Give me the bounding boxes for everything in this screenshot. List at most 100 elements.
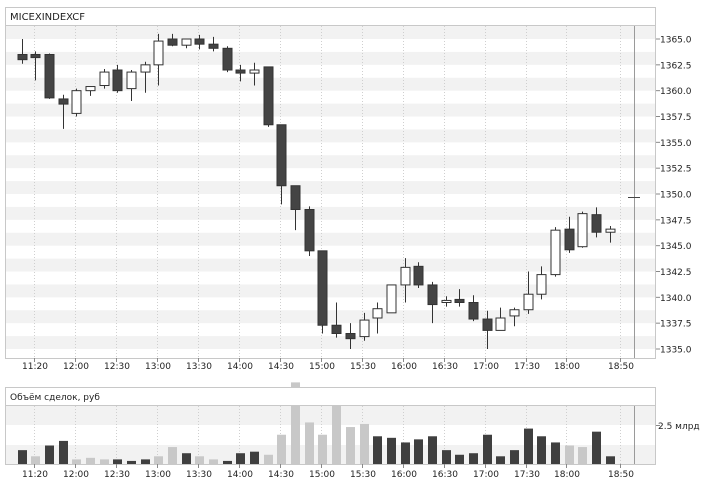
volume-bar	[18, 450, 27, 464]
candle-body-up	[99, 71, 110, 86]
candle-body-down	[290, 185, 301, 211]
candle	[194, 34, 205, 50]
candle	[564, 216, 575, 253]
time-tick-label: 11:20	[22, 362, 48, 372]
candle	[304, 206, 315, 256]
candle-body-up	[359, 319, 370, 338]
volume-chart-title: Объём сделок, руб	[10, 393, 100, 403]
candle	[427, 281, 438, 324]
time-tick-label: 16:00	[391, 362, 417, 372]
candle-body-down	[454, 298, 465, 303]
time-tick-label: 17:30	[514, 362, 540, 372]
volume-bar	[264, 454, 273, 464]
candle-body-up	[605, 228, 616, 233]
volume-bar	[250, 451, 259, 464]
candle-body-down	[331, 324, 342, 335]
volume-bar	[305, 422, 314, 464]
candle	[523, 271, 534, 314]
price-tick-label: 1337.5	[660, 320, 692, 330]
candle-body-down	[276, 124, 287, 187]
candle-body-down	[222, 47, 233, 71]
volume-time-tick-label: 14:00	[227, 470, 253, 480]
volume-bar	[606, 456, 615, 464]
candle	[44, 53, 55, 99]
volume-bar	[373, 436, 382, 464]
candle-body-up	[509, 309, 520, 317]
time-tick-label: 18:00	[554, 362, 580, 372]
candle-body-up	[400, 266, 411, 286]
volume-bar	[182, 453, 191, 464]
volume-bar	[127, 460, 136, 464]
volume-bar	[209, 459, 218, 464]
candle	[550, 227, 561, 277]
price-tick-label: 1335.0	[660, 346, 692, 356]
candle	[591, 207, 602, 238]
volume-time-tick-label: 11:20	[22, 470, 48, 480]
candle-body-up	[372, 308, 383, 319]
price-tick-label: 1350.0	[660, 191, 692, 201]
candle	[605, 226, 616, 243]
volume-bar	[113, 459, 122, 464]
price-band	[6, 258, 655, 272]
main-panel-background	[6, 26, 655, 358]
price-band	[6, 232, 655, 246]
price-tick-label: 1340.0	[660, 294, 692, 304]
candle-body-up	[550, 229, 561, 276]
candle	[17, 39, 28, 64]
candle	[536, 266, 547, 300]
candle-body-down	[304, 209, 315, 252]
candle	[181, 38, 192, 49]
volume-bar	[483, 434, 492, 464]
price-tick-label: 1342.5	[660, 268, 692, 278]
volume-bar	[496, 456, 505, 464]
main-title-bar	[5, 7, 656, 26]
price-band	[6, 129, 655, 143]
candle-body-down	[468, 302, 479, 320]
candle-body-down	[413, 265, 424, 286]
volume-time-axis: 11:20 12:00 12:30 13:00 13:30 14:00 14:30 15:00…	[22, 464, 634, 480]
volume-bar	[291, 382, 300, 464]
volume-time-tick-label: 18:00	[554, 470, 580, 480]
candle	[454, 289, 465, 307]
time-tick-label: 16:30	[432, 362, 458, 372]
candlestick-series	[17, 33, 616, 349]
price-band	[6, 206, 655, 220]
candle-body-down	[564, 228, 575, 251]
price-tick-label: 1355.0	[660, 139, 692, 149]
volume-time-tick-label: 12:00	[63, 470, 89, 480]
time-tick-label: 15:00	[309, 362, 335, 372]
candle	[482, 310, 493, 349]
price-band	[6, 103, 655, 117]
price-tick-label: 1345.0	[660, 242, 692, 252]
volume-bar	[524, 428, 533, 464]
volume-bar	[277, 434, 286, 464]
volume-time-tick-label: 15:30	[350, 470, 376, 480]
candle	[71, 88, 82, 117]
volume-bar	[223, 460, 232, 464]
candle	[140, 61, 151, 93]
candle	[208, 36, 219, 52]
candle	[112, 64, 123, 93]
price-tick-label: 1360.0	[660, 87, 692, 97]
volume-time-tick-label: 17:00	[473, 470, 499, 480]
time-tick-label: 12:00	[63, 362, 89, 372]
volume-bar	[236, 453, 245, 464]
candle	[263, 66, 274, 127]
candle-body-down	[17, 54, 28, 61]
candle	[441, 296, 452, 307]
candle	[222, 46, 233, 73]
candle-body-down	[112, 69, 123, 92]
candle	[468, 295, 479, 322]
candle-body-up	[386, 284, 397, 314]
candle	[400, 258, 411, 303]
volume-time-tick-label: 16:00	[391, 470, 417, 480]
volume-bar	[565, 445, 574, 464]
price-tick-label: 1347.5	[660, 216, 692, 226]
volume-bar	[510, 450, 519, 464]
candle	[167, 33, 178, 47]
volume-bar	[387, 437, 396, 464]
candle-body-up	[126, 71, 137, 90]
candle-body-down	[345, 333, 356, 340]
candle	[345, 323, 356, 349]
candle	[413, 262, 424, 289]
